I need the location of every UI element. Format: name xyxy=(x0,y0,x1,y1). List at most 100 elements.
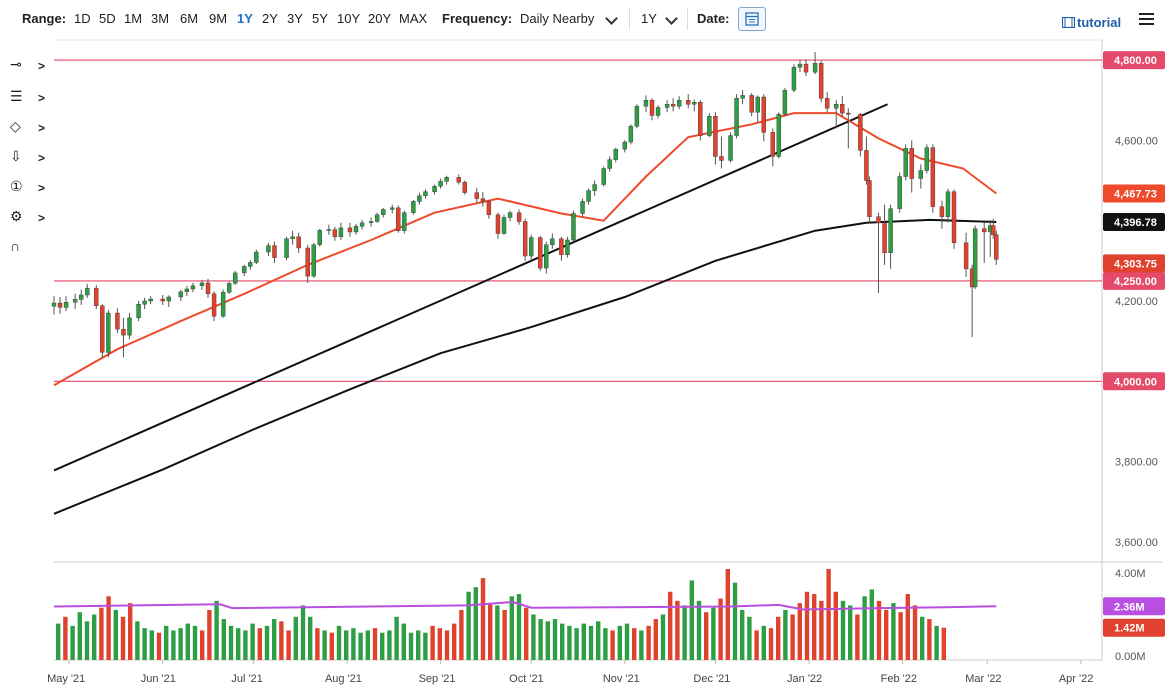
candle-body[interactable] xyxy=(127,317,132,336)
magnet-tool-button[interactable]: ∩ xyxy=(10,238,50,260)
candle-body[interactable] xyxy=(94,287,99,307)
candle-body[interactable] xyxy=(888,208,893,254)
candle-body[interactable] xyxy=(580,201,585,214)
range-3m[interactable]: 3M xyxy=(151,11,170,26)
candle-body[interactable] xyxy=(692,102,697,105)
range-1y[interactable]: 1Y xyxy=(237,11,253,26)
candle-body[interactable] xyxy=(803,63,809,73)
candle-body[interactable] xyxy=(211,293,217,317)
candle-body[interactable] xyxy=(834,104,839,109)
candle-body[interactable] xyxy=(205,282,211,294)
candle-body[interactable] xyxy=(864,150,869,181)
candle-body[interactable] xyxy=(918,170,923,179)
candle-body[interactable] xyxy=(480,198,486,202)
candle-body[interactable] xyxy=(272,245,277,258)
candle-body[interactable] xyxy=(559,238,564,256)
candle-body[interactable] xyxy=(326,229,332,231)
candle-body[interactable] xyxy=(565,239,570,256)
calendar-button[interactable] xyxy=(738,7,766,31)
candle-body[interactable] xyxy=(380,209,386,215)
range-2y[interactable]: 2Y xyxy=(262,11,278,26)
candle-body[interactable] xyxy=(951,191,957,243)
period-dropdown[interactable]: 1Y xyxy=(641,11,657,26)
candle-body[interactable] xyxy=(248,262,253,267)
candle-body[interactable] xyxy=(538,237,543,269)
candle-body[interactable] xyxy=(676,100,682,107)
candle-body[interactable] xyxy=(628,126,634,143)
candle-body[interactable] xyxy=(486,201,492,215)
candle-body[interactable] xyxy=(462,181,467,193)
candle-body[interactable] xyxy=(797,63,803,68)
candle-body[interactable] xyxy=(601,168,606,185)
candle-body[interactable] xyxy=(190,285,196,290)
candle-body[interactable] xyxy=(353,226,359,233)
candle-body[interactable] xyxy=(909,148,914,179)
candle-body[interactable] xyxy=(166,296,171,302)
candle-body[interactable] xyxy=(432,185,437,192)
range-9m[interactable]: 9M xyxy=(209,11,228,26)
candle-body[interactable] xyxy=(501,217,507,234)
candle-body[interactable] xyxy=(707,116,712,136)
candle-body[interactable] xyxy=(51,302,57,307)
range-10y[interactable]: 10Y xyxy=(337,11,361,26)
range-5d[interactable]: 5D xyxy=(99,11,116,26)
chevron-right-icon[interactable]: > xyxy=(38,59,46,73)
candle-body[interactable] xyxy=(338,227,344,237)
range-20y[interactable]: 20Y xyxy=(368,11,392,26)
candle-body[interactable] xyxy=(199,282,205,286)
candle-body[interactable] xyxy=(867,180,872,217)
chevron-right-icon[interactable]: > xyxy=(38,211,46,225)
candle-body[interactable] xyxy=(528,237,534,257)
candle-body[interactable] xyxy=(423,191,428,196)
candle-body[interactable] xyxy=(761,96,766,133)
candle-body[interactable] xyxy=(643,100,649,107)
candle-body[interactable] xyxy=(106,312,111,353)
chevron-right-icon[interactable]: > xyxy=(38,91,46,105)
candle-body[interactable] xyxy=(417,195,422,202)
candle-body[interactable] xyxy=(734,98,739,136)
candle-body[interactable] xyxy=(963,242,969,270)
candle-body[interactable] xyxy=(311,244,316,277)
candle-body[interactable] xyxy=(474,192,480,199)
candle-body[interactable] xyxy=(544,244,549,269)
candle-body[interactable] xyxy=(266,245,271,253)
menu-icon[interactable] xyxy=(1139,13,1154,25)
range-max[interactable]: MAX xyxy=(399,11,428,26)
settings-tool-button[interactable]: ⚙ > xyxy=(10,208,50,230)
candle-body[interactable] xyxy=(903,148,908,177)
candle-body[interactable] xyxy=(924,147,930,171)
candle-body[interactable] xyxy=(824,98,830,109)
candle-body[interactable] xyxy=(254,251,259,263)
candle-body[interactable] xyxy=(840,104,845,114)
candle-body[interactable] xyxy=(72,299,78,303)
chevron-right-icon[interactable]: > xyxy=(38,181,46,195)
candle-body[interactable] xyxy=(755,96,760,113)
candle-body[interactable] xyxy=(719,156,724,161)
candle-body[interactable] xyxy=(670,104,676,107)
candle-body[interactable] xyxy=(930,147,936,207)
candle-body[interactable] xyxy=(85,287,90,296)
candle-body[interactable] xyxy=(507,212,513,218)
candle-body[interactable] xyxy=(374,214,380,222)
candle-body[interactable] xyxy=(740,95,745,99)
candle-body[interactable] xyxy=(698,102,703,136)
candle-body[interactable] xyxy=(390,207,395,210)
candle-body[interactable] xyxy=(368,221,374,223)
candle-body[interactable] xyxy=(233,272,238,284)
candle-body[interactable] xyxy=(136,304,141,319)
candle-body[interactable] xyxy=(160,298,165,302)
trendline[interactable] xyxy=(53,103,888,472)
chevron-right-icon[interactable]: > xyxy=(38,121,46,135)
candle-body[interactable] xyxy=(897,176,902,209)
candle-body[interactable] xyxy=(791,67,797,91)
candle-body[interactable] xyxy=(713,116,718,157)
candle-body[interactable] xyxy=(220,291,226,317)
candle-body[interactable] xyxy=(495,214,501,234)
candle-body[interactable] xyxy=(290,236,295,239)
candle-body[interactable] xyxy=(178,291,184,298)
candle-body[interactable] xyxy=(402,212,407,231)
candle-body[interactable] xyxy=(592,184,597,191)
candle-body[interactable] xyxy=(57,302,63,308)
candle-body[interactable] xyxy=(782,89,788,115)
frequency-dropdown[interactable]: Daily Nearby xyxy=(520,11,595,26)
